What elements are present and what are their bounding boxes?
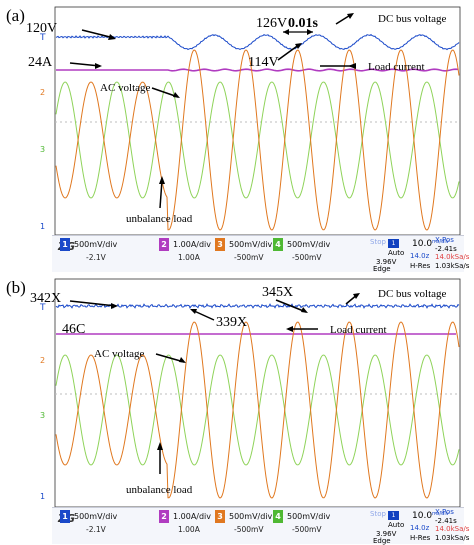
- dc-top-value: 126V: [256, 16, 287, 31]
- run-stop-state[interactable]: Stop: [370, 510, 386, 518]
- load-current-label: Load current: [368, 61, 425, 73]
- trigger-marker: T: [39, 33, 46, 43]
- trigger-mode: Auto: [388, 249, 405, 257]
- channel-1-offset: -2.1V: [86, 525, 106, 534]
- dc-bus-trace: [55, 33, 460, 51]
- xpos-value: -2.41s: [435, 245, 457, 253]
- load-current-label: Load current: [330, 324, 387, 336]
- xpos-label: X-Pos: [435, 508, 454, 516]
- h-res: H-Res: [410, 262, 431, 270]
- current-value: 24A: [28, 55, 53, 70]
- dc-bus-label: DC bus voltage: [378, 288, 447, 300]
- sample-rate: 14.0kSa/s: [435, 525, 470, 533]
- timebase-unit: ms/div: [432, 511, 449, 517]
- ch2-marker: 2: [40, 88, 45, 97]
- trigger-marker: T: [39, 303, 46, 313]
- samples: 1.03kSa/s: [435, 534, 470, 542]
- unbalance-label: unbalance load: [126, 484, 193, 496]
- dc-dip-value: 339X: [216, 315, 247, 330]
- ch2-marker: 2: [40, 356, 45, 365]
- channel-1-setting[interactable]: 1 500mV/div: [60, 510, 117, 523]
- channel-2-setting[interactable]: 2 1.00A/div: [159, 238, 211, 251]
- channel-3-offset: -500mV: [234, 525, 264, 534]
- channel-4-offset: -500mV: [292, 253, 322, 262]
- ac-phase-a-trace: [55, 49, 460, 231]
- trigger-level: 3.96V: [376, 258, 397, 266]
- xpos-value: -2.41s: [435, 517, 457, 525]
- sample-rate: 14.0kSa/s: [435, 253, 470, 261]
- trigger-level: 3.96V: [376, 530, 397, 538]
- ch1-marker: 1: [40, 492, 45, 501]
- timebase-unit: ms/div: [432, 239, 449, 245]
- samples: 1.03kSa/s: [435, 262, 470, 270]
- ch3-marker: 3: [40, 145, 45, 154]
- period-label: 0.01s: [288, 16, 319, 31]
- ac-voltage-label: AC voltage: [100, 82, 151, 94]
- acq-time: 14.0z: [410, 524, 430, 532]
- channel-2-offset: 1.00A: [178, 253, 200, 262]
- arrowhead: [108, 34, 116, 40]
- xpos-label: X-Pos: [435, 236, 454, 244]
- arrow-dc-dip: [277, 43, 301, 61]
- dc-bus-trace: [55, 303, 460, 309]
- panel-label: (b): [6, 278, 26, 297]
- channel-4-setting[interactable]: 4 500mV/div: [273, 238, 330, 251]
- arrow-dc-left: [81, 29, 115, 39]
- scope-screen: T 2 3 1 120V 126V 0.01s DC bus voltage 1…: [26, 6, 461, 236]
- dc-left-value: 120V: [26, 21, 57, 36]
- channel-1-setting[interactable]: 1 500mV/div: [60, 238, 117, 251]
- h-res: H-Res: [410, 534, 431, 542]
- ch1-marker: 1: [40, 222, 45, 231]
- channel-2-setting[interactable]: 2 1.00A/div: [159, 510, 211, 523]
- trigger-source-icon: 1: [388, 511, 399, 520]
- ac-phase-a-trace: [55, 321, 460, 499]
- run-stop-state[interactable]: Stop: [370, 238, 386, 246]
- timebase[interactable]: 10.0: [412, 511, 433, 521]
- dc-left-value: 342X: [30, 291, 61, 306]
- dc-top-value: 345X: [262, 285, 293, 300]
- ac-phase-b-trace: [55, 354, 460, 466]
- dc-dip-value: 114V: [248, 55, 279, 70]
- channel-2-offset: 1.00A: [178, 525, 200, 534]
- trigger-type: Edge: [373, 537, 391, 545]
- acq-time: 14.0z: [410, 252, 430, 260]
- channel-3-setting[interactable]: 3 500mV/div: [215, 238, 272, 251]
- timebase[interactable]: 10.0: [412, 239, 433, 249]
- panel-label: (a): [6, 6, 25, 25]
- panel-a: (a) T 2 3 1 120V 126V 0.01s DC bus volta…: [0, 0, 474, 273]
- load-current-trace: [56, 68, 459, 72]
- ch3-marker: 3: [40, 411, 45, 420]
- dc-bus-label: DC bus voltage: [378, 13, 447, 25]
- ac-voltage-label: AC voltage: [94, 348, 145, 360]
- channel-4-setting[interactable]: 4 500mV/div: [273, 510, 330, 523]
- channel-4-offset: -500mV: [292, 525, 322, 534]
- current-value: 46C: [62, 322, 85, 337]
- panel-b: (b) T 2 3 1 342X 345X DC bus voltage 339…: [0, 272, 474, 545]
- channel-3-offset: -500mV: [234, 253, 264, 262]
- trigger-mode: Auto: [388, 521, 405, 529]
- unbalance-label: unbalance load: [126, 213, 193, 225]
- channel-3-setting[interactable]: 3 500mV/div: [215, 510, 272, 523]
- arrow-unbalance: [159, 179, 163, 209]
- trigger-type: Edge: [373, 265, 391, 273]
- trigger-source-icon: 1: [388, 239, 399, 248]
- ac-phase-b-trace: [55, 81, 460, 199]
- scope-screen: T 2 3 1 342X 345X DC bus voltage 339X 46…: [30, 278, 461, 508]
- channel-1-offset: -2.1V: [86, 253, 106, 262]
